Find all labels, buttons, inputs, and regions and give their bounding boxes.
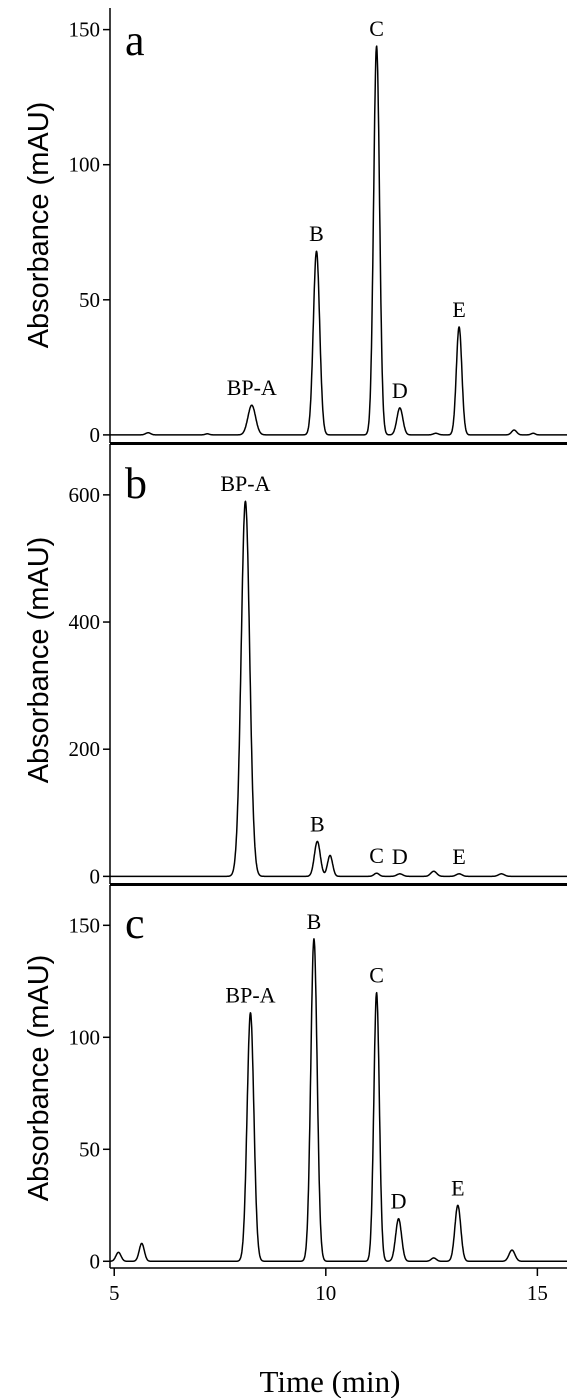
peak-label: BP-A xyxy=(227,375,277,400)
panel-b-y-axis-label: Absorbance (mAU) xyxy=(23,537,55,784)
panel-b-y-ticks: 0 200 400 600 xyxy=(69,483,110,888)
x-tick-label: 15 xyxy=(527,1281,548,1305)
x-ticks: 5 10 15 xyxy=(109,1268,548,1305)
peak-label: BP-A xyxy=(220,471,270,496)
panel-b-peak-labels: BP-A B C D E xyxy=(220,471,465,869)
peak-label: D xyxy=(392,378,408,403)
peak-label: E xyxy=(452,297,465,322)
panel-a-peak-labels: BP-A B C D E xyxy=(227,16,466,403)
x-tick-label: 5 xyxy=(109,1281,120,1305)
peak-label: D xyxy=(392,844,408,869)
x-axis-label: Time (min) xyxy=(260,1364,401,1398)
panel-c-y-ticks: 0 50 100 150 xyxy=(69,913,110,1273)
panel-c-y-tick-label: 150 xyxy=(69,913,101,937)
panel-a-letter: a xyxy=(125,16,145,65)
peak-label: BP-A xyxy=(225,983,275,1008)
panel-c-trace xyxy=(109,938,567,1263)
panel-c-y-tick-label: 50 xyxy=(79,1137,100,1161)
panel-a-y-tick-label: 100 xyxy=(69,153,101,177)
panel-c-y-axis-label: Absorbance (mAU) xyxy=(23,955,55,1202)
panel-b-trace xyxy=(109,500,567,878)
panel-c-letter: c xyxy=(125,899,145,948)
panel-c-y-tick-label: 0 xyxy=(90,1249,101,1273)
panel-b-y-tick-label: 600 xyxy=(69,483,101,507)
peak-label: E xyxy=(452,844,465,869)
panel-c-y-tick-label: 100 xyxy=(69,1025,101,1049)
panel-b-y-tick-label: 200 xyxy=(69,737,101,761)
peak-label: B xyxy=(307,909,322,934)
panel-b-y-tick-label: 0 xyxy=(90,864,101,888)
peak-label: B xyxy=(309,221,324,246)
panel-a-y-ticks: 0 50 100 150 xyxy=(69,18,110,447)
panel-a-y-tick-label: 50 xyxy=(79,288,100,312)
panel-c-peak-labels: BP-A B C D E xyxy=(225,909,464,1214)
peak-label: C xyxy=(369,963,384,988)
panel-a-y-tick-label: 150 xyxy=(69,18,101,42)
peak-label: C xyxy=(369,16,384,41)
panel-c: c Absorbance (mAU) 0 50 100 150 BP-A B C D E 5 1… xyxy=(23,885,567,1305)
panel-a-y-axis-label: Absorbance (mAU) xyxy=(23,102,55,349)
panel-b-letter: b xyxy=(125,459,147,508)
peak-label: E xyxy=(451,1175,464,1200)
panel-a-trace xyxy=(109,45,567,436)
panel-b-y-tick-label: 400 xyxy=(69,610,101,634)
x-tick-label: 10 xyxy=(315,1281,336,1305)
peak-label: C xyxy=(369,843,384,868)
peak-label: B xyxy=(310,811,325,836)
peak-label: D xyxy=(391,1189,407,1214)
panel-a-y-tick-label: 0 xyxy=(90,423,101,447)
panel-b: b Absorbance (mAU) 0 200 400 600 BP-A B C D E xyxy=(23,444,567,888)
panel-a: a Absorbance (mAU) 0 50 100 150 BP-A B C D E xyxy=(23,8,567,447)
